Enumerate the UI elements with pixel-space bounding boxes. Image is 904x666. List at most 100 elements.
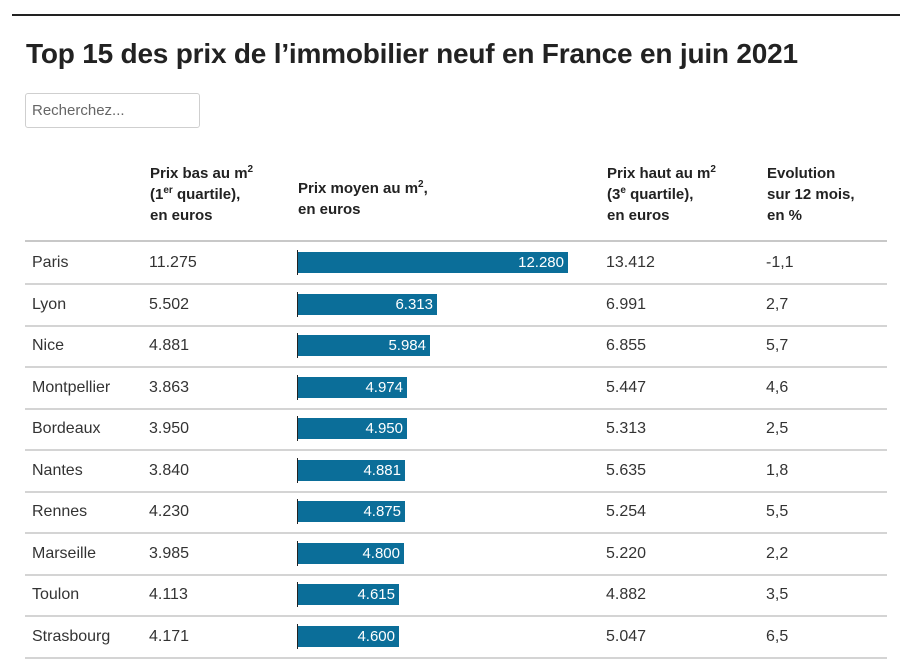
header-low-line3: en euros: [150, 207, 213, 224]
low-price-cell: 11.275: [149, 254, 197, 271]
avg-price-label: 4.881: [363, 461, 401, 479]
low-price-cell: 3.985: [149, 544, 190, 562]
header-low-line1: Prix bas au m: [150, 165, 248, 182]
high-price-cell: 6.855: [606, 337, 647, 354]
header-avg-sup: 2: [418, 179, 424, 190]
bar-axis-tick: [297, 416, 298, 441]
table-row: Montpellier 3.863 4.974 5.447 4,6: [25, 367, 887, 410]
city-cell: Toulon: [32, 586, 80, 603]
table-row: Strasbourg 4.171 4.600 5.047 6,5: [25, 616, 887, 659]
avg-price-label: 4.615: [357, 586, 395, 603]
city-cell: Paris: [32, 254, 69, 271]
avg-price-bar: 6.313: [298, 293, 437, 315]
city-cell: Montpellier: [32, 378, 111, 396]
bar-axis-tick: [297, 374, 298, 400]
search-input[interactable]: [25, 93, 200, 128]
avg-price-label: 4.600: [357, 627, 395, 645]
table-row: Paris 11.275 12.280 13.412 -1,1: [25, 242, 887, 285]
header-avg-comma: ,: [423, 180, 428, 197]
bar-axis-tick: [297, 250, 298, 275]
avg-price-bar: 4.974: [298, 376, 407, 398]
avg-price-bar: 4.881: [298, 459, 405, 481]
table-row: Lyon 5.502 6.313 6.991 2,7: [25, 284, 887, 327]
low-price-cell: 3.863: [149, 378, 190, 396]
header-high-line3: en euros: [607, 207, 670, 224]
avg-price-label: 4.974: [365, 378, 403, 396]
low-price-cell: 4.881: [149, 337, 190, 354]
low-price-cell: 3.840: [149, 461, 190, 479]
header-evol-line3: en %: [767, 207, 803, 224]
evolution-cell: 5,5: [766, 503, 789, 520]
column-header-high-price[interactable]: Prix haut au m2 (3e quartile), en euros: [607, 163, 716, 226]
header-high-line2b: quartile),: [625, 186, 694, 203]
top-rule: [12, 14, 900, 16]
evolution-cell: 2,7: [766, 295, 789, 313]
high-price-cell: 5.047: [606, 627, 647, 645]
low-price-cell: 4.230: [149, 503, 190, 520]
header-high-sup2: e: [620, 185, 626, 196]
city-cell: Bordeaux: [32, 420, 101, 437]
header-avg-line2: en euros: [298, 201, 361, 218]
avg-price-label: 4.950: [365, 420, 403, 437]
low-price-cell: 5.502: [149, 295, 190, 313]
bar-axis-tick: [297, 291, 298, 317]
avg-price-label: 6.313: [395, 295, 433, 313]
city-cell: Marseille: [32, 544, 97, 562]
avg-price-label: 12.280: [518, 254, 564, 271]
avg-price-label: 4.800: [362, 544, 400, 562]
evolution-cell: -1,1: [766, 254, 794, 271]
city-cell: Lyon: [32, 295, 67, 313]
city-cell: Rennes: [32, 503, 88, 520]
table-row: Nantes 3.840 4.881 5.635 1,8: [25, 450, 887, 493]
column-header-evolution[interactable]: Evolution sur 12 mois, en %: [767, 163, 855, 226]
column-header-avg-price[interactable]: Prix moyen au m2, en euros: [298, 178, 428, 220]
evolution-cell: 2,5: [766, 420, 789, 437]
city-cell: Nice: [32, 337, 65, 354]
high-price-cell: 6.991: [606, 295, 647, 313]
header-low-sup: 2: [247, 164, 254, 175]
evolution-cell: 5,7: [766, 337, 789, 354]
evolution-cell: 3,5: [766, 586, 789, 603]
high-price-cell: 5.220: [606, 544, 647, 562]
page-title: Top 15 des prix de l’immobilier neuf en …: [26, 38, 798, 69]
high-price-cell: 5.313: [606, 420, 647, 437]
evolution-cell: 6,5: [766, 627, 789, 645]
low-price-cell: 4.113: [149, 586, 188, 603]
avg-price-bar: 4.950: [298, 418, 407, 439]
column-header-low-price[interactable]: Prix bas au m2 (1er quartile), en euros: [150, 163, 253, 226]
evolution-cell: 1,8: [766, 461, 789, 479]
table-row: Marseille 3.985 4.800 5.220 2,2: [25, 533, 887, 576]
header-high-sup: 2: [710, 164, 716, 175]
avg-price-label: 5.984: [388, 337, 426, 354]
high-price-cell: 5.635: [606, 461, 647, 479]
bar-axis-tick: [297, 333, 298, 358]
avg-price-bar: 4.875: [298, 501, 405, 522]
table-row: Nice 4.881 5.984 6.855 5,7: [25, 325, 887, 368]
bar-axis-tick: [297, 623, 298, 649]
avg-price-bar: 4.800: [298, 542, 404, 564]
bar-axis-tick: [297, 540, 298, 566]
bar-axis-tick: [297, 457, 298, 483]
table-row: Toulon 4.113 4.615 4.882 3,5: [25, 574, 887, 617]
high-price-cell: 4.882: [606, 586, 647, 603]
header-high-line1: Prix haut au m: [607, 165, 711, 182]
city-cell: Nantes: [32, 461, 83, 479]
evolution-cell: 2,2: [766, 544, 789, 562]
header-evol-line2: sur 12 mois,: [767, 186, 855, 203]
table-row: Rennes 4.230 4.875 5.254 5,5: [25, 491, 887, 534]
table-row: Bordeaux 3.950 4.950 5.313 2,5: [25, 408, 887, 451]
header-low-line2a: (1: [150, 186, 164, 203]
evolution-cell: 4,6: [766, 378, 789, 396]
header-avg-line1: Prix moyen au m: [298, 180, 419, 197]
bar-axis-tick: [297, 582, 298, 607]
high-price-cell: 5.254: [606, 503, 647, 520]
header-high-line2a: (3: [607, 186, 621, 203]
avg-price-bar: 5.984: [298, 335, 430, 356]
avg-price-bar: 4.600: [298, 625, 399, 647]
avg-price-label: 4.875: [363, 503, 401, 520]
low-price-cell: 3.950: [149, 420, 190, 437]
header-low-line2b: quartile),: [172, 186, 241, 203]
avg-price-bar: 12.280: [298, 252, 568, 273]
header-rule: [25, 240, 887, 242]
header-evol-line1: Evolution: [767, 165, 836, 182]
